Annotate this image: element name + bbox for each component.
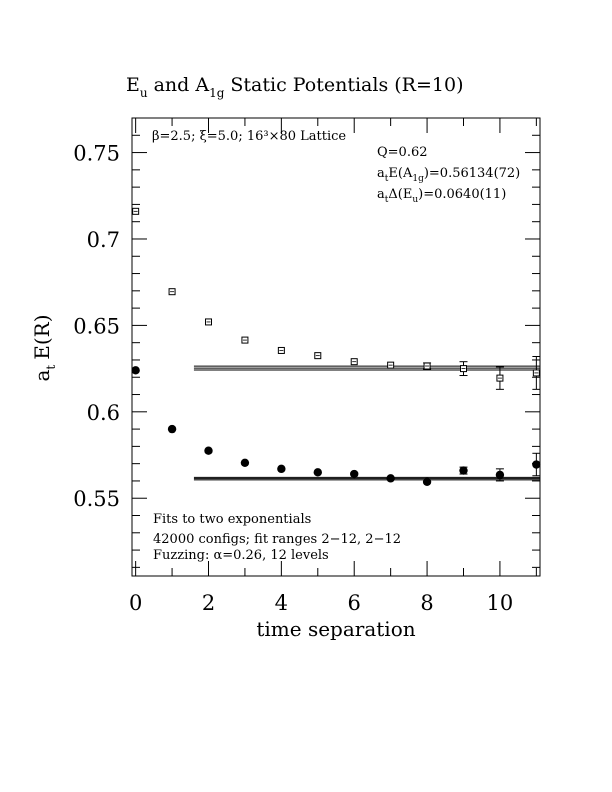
lattice-annotation: β=2.5; ξ=5.0; 16³×80 Lattice — [152, 129, 346, 144]
x-tick-label: 4 — [275, 591, 288, 615]
a1g-data-point — [532, 460, 541, 469]
a1g-data-point — [495, 470, 505, 480]
q-annotation: Q=0.62 — [377, 145, 428, 160]
x-tick-label: 10 — [487, 591, 514, 615]
a1g-data-point — [167, 424, 177, 434]
y-tick-label: 0.75 — [73, 142, 120, 166]
a1g-data-point — [277, 464, 286, 474]
error-bars — [423, 356, 541, 482]
a1g-data-point — [386, 474, 395, 483]
data-markers — [131, 207, 541, 487]
y-tick-label: 0.6 — [87, 401, 120, 425]
a1g-data-point — [240, 458, 250, 467]
y-axis-label: atE(R) — [30, 314, 58, 381]
fuzzing-annotation: Fuzzing: α=0.26, 12 levels — [153, 548, 329, 563]
x-tick-labels: 0 2 4 6 8 10 — [129, 591, 513, 615]
fit-bands — [193, 365, 540, 481]
a1g-data-point — [313, 468, 322, 477]
y-tick-label: 0.55 — [73, 487, 120, 511]
chart-title: Eu and A1g Static Potentials (R=10) — [126, 74, 463, 100]
axis-ticks — [132, 118, 540, 576]
plot-frame — [131, 117, 541, 577]
x-tick-label: 8 — [420, 591, 433, 615]
x-tick-label: 2 — [202, 591, 215, 615]
y-tick-labels: 0.55 0.6 0.65 0.7 0.75 — [73, 142, 120, 512]
a1g-data-point — [459, 466, 468, 475]
energy-annotation: atE(A1g)=0.56134(72) — [377, 166, 520, 184]
delta-annotation: atΔ(Eu)=0.0640(11) — [377, 187, 506, 205]
x-tick-label: 6 — [348, 591, 361, 615]
x-axis-label: time separation — [256, 617, 415, 641]
y-tick-label: 0.65 — [73, 314, 120, 338]
a1g-data-point — [131, 366, 140, 375]
a1g-data-point — [350, 469, 359, 479]
fits-annotation: Fits to two exponentials — [153, 512, 311, 527]
a1g-data-point — [422, 477, 432, 487]
x-tick-label: 0 — [129, 591, 142, 615]
y-tick-label: 0.7 — [87, 228, 120, 252]
a1g-data-point — [204, 446, 213, 455]
configs-annotation: 42000 configs; fit ranges 2−12, 2−12 — [153, 532, 401, 547]
